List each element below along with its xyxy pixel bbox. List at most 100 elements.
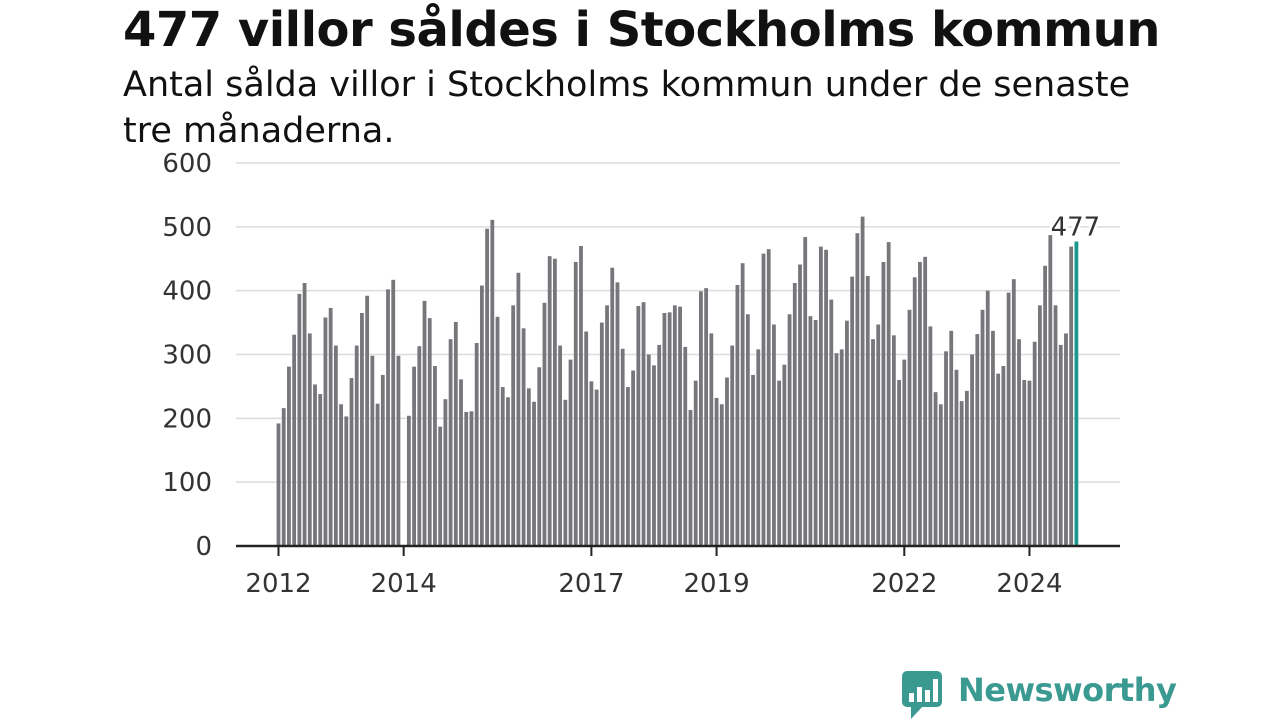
bar <box>808 316 813 546</box>
newsworthy-logo-icon <box>902 671 942 719</box>
bar <box>370 355 375 546</box>
bar <box>495 316 500 546</box>
bar <box>970 354 974 546</box>
bar <box>1011 279 1016 546</box>
bar <box>558 345 563 546</box>
bar <box>427 318 432 546</box>
bar <box>589 381 594 546</box>
bar <box>349 378 354 546</box>
bar <box>412 366 416 546</box>
bar <box>1022 380 1027 546</box>
bar <box>615 282 620 546</box>
bar <box>313 384 317 546</box>
bar <box>1053 305 1058 546</box>
bar <box>292 334 297 546</box>
bar <box>500 387 505 546</box>
bar <box>318 394 323 546</box>
bar <box>568 359 573 546</box>
bar <box>834 353 839 546</box>
bar <box>756 349 761 546</box>
bar <box>714 397 719 546</box>
bar <box>563 399 568 546</box>
newsworthy-logo[interactable]: Newsworthy <box>901 669 1177 721</box>
bar <box>537 367 542 546</box>
bar <box>391 279 396 546</box>
bar <box>980 309 985 546</box>
bar <box>985 290 990 546</box>
bar <box>599 322 604 546</box>
bar <box>1017 339 1021 546</box>
bar <box>396 355 401 546</box>
bar <box>959 401 964 546</box>
bar <box>761 253 766 547</box>
bar <box>699 291 703 546</box>
bar <box>297 293 302 546</box>
bar <box>307 333 312 546</box>
bar <box>735 284 740 546</box>
bar <box>829 299 834 546</box>
bar <box>766 249 771 547</box>
bar <box>730 345 735 546</box>
bar <box>876 324 881 546</box>
x-tick-label: 2024 <box>996 569 1062 599</box>
bar <box>490 219 495 547</box>
bar <box>474 343 479 546</box>
bar <box>386 289 390 546</box>
bar <box>636 305 641 546</box>
bar <box>1001 365 1006 546</box>
bar-highlight <box>1074 241 1079 546</box>
bar <box>626 387 630 546</box>
bars <box>276 216 1079 547</box>
bar <box>646 354 651 546</box>
bar <box>1037 305 1042 546</box>
bar <box>662 313 667 546</box>
bar <box>787 314 792 546</box>
y-tick-label: 600 <box>162 149 212 179</box>
bar <box>448 339 453 546</box>
bar <box>693 380 698 546</box>
brand-name: Newsworthy <box>958 671 1177 709</box>
bar <box>406 415 411 546</box>
bar <box>652 365 656 546</box>
bar <box>287 366 291 546</box>
bar <box>1048 235 1053 547</box>
bar <box>380 374 385 546</box>
bar <box>641 302 646 546</box>
y-tick-label: 500 <box>162 213 212 243</box>
bar <box>506 397 510 546</box>
bar <box>365 295 370 546</box>
bar <box>323 317 328 546</box>
bar <box>855 233 860 546</box>
bar <box>453 321 458 546</box>
bar <box>281 408 286 546</box>
bar <box>954 369 959 546</box>
bar <box>433 365 437 546</box>
bar <box>579 245 583 546</box>
bar <box>845 320 849 546</box>
bar <box>469 411 474 546</box>
bar <box>526 388 531 546</box>
bar <box>912 277 917 546</box>
chart-subtitle: Antal sålda villor i Stockholms kommun u… <box>123 65 1131 151</box>
bar <box>751 374 755 546</box>
bar <box>949 330 954 546</box>
bar <box>745 314 750 546</box>
bar <box>902 359 907 546</box>
bar <box>907 309 912 546</box>
bar <box>719 404 724 546</box>
highlight-data-label: 477 <box>1051 213 1101 243</box>
bar <box>709 333 714 546</box>
bar <box>667 312 672 546</box>
bar <box>782 364 787 546</box>
bar <box>678 306 682 546</box>
bar <box>605 305 609 546</box>
bar <box>354 345 359 546</box>
bar <box>302 283 307 546</box>
bar <box>923 256 928 546</box>
bar <box>610 267 615 546</box>
bar <box>933 392 938 546</box>
y-tick-label: 100 <box>162 468 212 498</box>
bar <box>339 404 343 546</box>
bar <box>792 283 797 546</box>
